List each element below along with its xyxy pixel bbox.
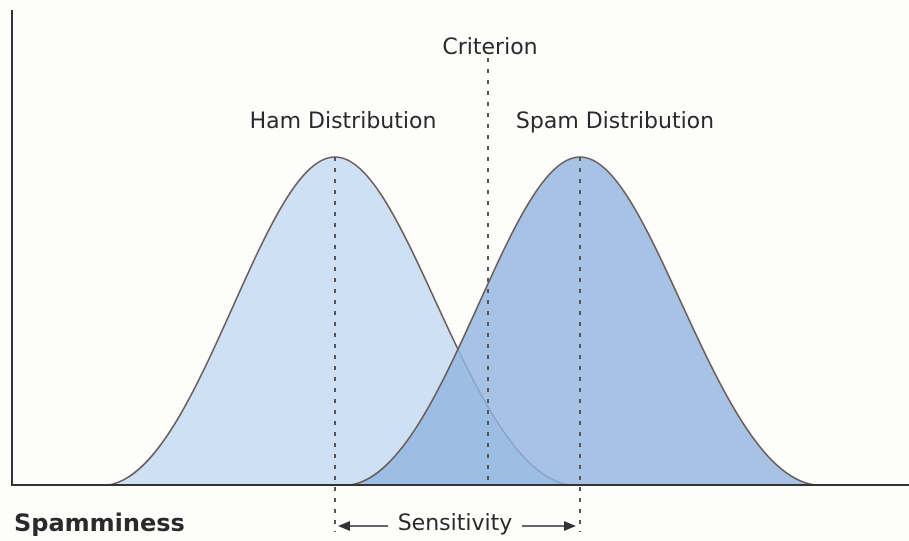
- spam-label: Spam Distribution: [516, 109, 714, 134]
- sensitivity-label: Sensitivity: [398, 511, 513, 536]
- axis-label: Spamminess: [14, 509, 185, 537]
- ham-label: Ham Distribution: [250, 109, 437, 134]
- criterion-label: Criterion: [442, 35, 537, 60]
- arrow-head-right: [564, 521, 576, 531]
- arrow-head-left: [338, 521, 350, 531]
